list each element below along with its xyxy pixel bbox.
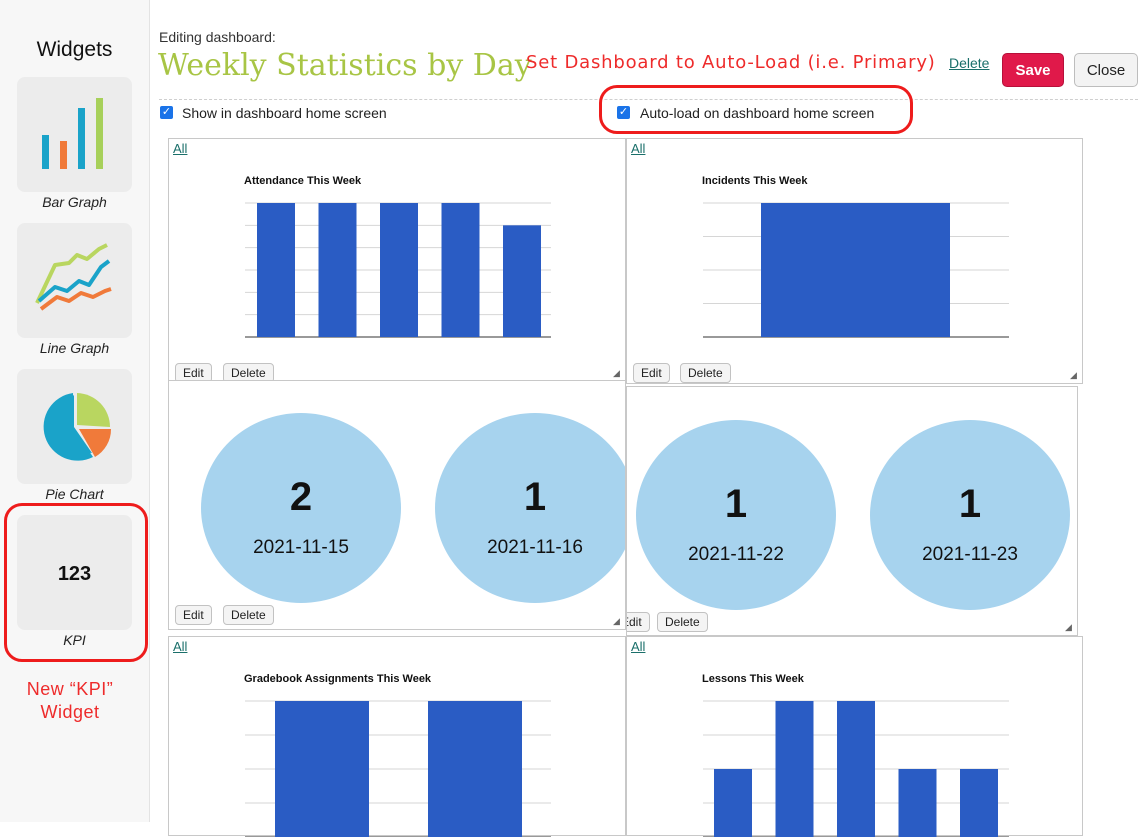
lessons-chart: [703, 700, 1009, 837]
chart-bar: [960, 769, 998, 837]
incidents-edit-button[interactable]: Edit: [633, 363, 670, 383]
bar-graph-icon: [42, 98, 103, 169]
kpi-circle: 1 2021-11-22: [636, 420, 836, 610]
widgets-title: Widgets: [36, 38, 113, 61]
kpi-date: 2021-11-15: [253, 537, 349, 558]
kpi-widget[interactable]: 123: [17, 515, 132, 630]
kpi-left-delete-button[interactable]: Delete: [223, 605, 274, 625]
delete-dashboard-link[interactable]: Delete: [949, 55, 990, 71]
attendance-all-link[interactable]: All: [173, 141, 188, 156]
incidents-all-link[interactable]: All: [631, 141, 646, 156]
pie-chart-label: Pie Chart: [45, 486, 104, 502]
chart-bar: [837, 701, 875, 837]
gradebook-chart: [245, 700, 551, 837]
line-graph-widget[interactable]: [17, 223, 132, 338]
line-graph-label: Line Graph: [39, 340, 110, 356]
resize-handle-icon[interactable]: ◢: [1065, 622, 1072, 632]
kpi-left-edit-button[interactable]: Edit: [175, 605, 212, 625]
resize-handle-icon[interactable]: ◢: [613, 616, 620, 626]
kpi-right-delete-button[interactable]: Delete: [657, 612, 708, 632]
lessons-panel: All Lessons This Week: [626, 636, 1083, 837]
kpi-label: KPI: [63, 632, 86, 648]
chart-bar: [428, 701, 522, 837]
kpi-value: 1: [523, 475, 547, 519]
chart-bar: [380, 203, 418, 337]
pie-chart-widget[interactable]: [17, 369, 132, 484]
editing-label: Editing dashboard:: [159, 29, 276, 45]
chart-bar: [714, 769, 752, 837]
line-graph-icon: [35, 243, 112, 311]
kpi-date: 2021-11-16: [487, 537, 583, 558]
gradebook-panel: All Gradebook Assignments This Week: [168, 636, 626, 837]
attendance-chart-title: Attendance This Week: [244, 175, 362, 187]
autoload-annotation: Set Dashboard to Auto-Load (i.e. Primary…: [526, 52, 936, 73]
close-button[interactable]: Close: [1074, 53, 1138, 87]
kpi-date: 2021-11-22: [688, 544, 784, 565]
header-divider: [159, 99, 1138, 100]
save-button[interactable]: Save: [1002, 53, 1064, 87]
kpi-circle: 2 2021-11-15: [201, 413, 401, 603]
chart-bar: [761, 203, 950, 337]
resize-handle-icon[interactable]: ◢: [1070, 370, 1077, 380]
bar-graph-widget[interactable]: [17, 77, 132, 192]
pie-chart-icon: [43, 393, 112, 461]
kpi-value: 2: [289, 475, 313, 519]
kpi-circle: 1 2021-11-16: [435, 413, 625, 603]
autoload-highlight-annotation: [599, 85, 913, 134]
kpi-panel-left: 2 2021-11-15 1 2021-11-16 Edit Delete ◢: [168, 380, 626, 630]
gradebook-all-link[interactable]: All: [173, 639, 188, 654]
incidents-delete-button[interactable]: Delete: [680, 363, 731, 383]
lessons-all-link[interactable]: All: [631, 639, 646, 654]
chart-bar: [257, 203, 295, 337]
kpi-note-line1: New “KPI”: [26, 679, 114, 699]
chart-bar: [275, 701, 369, 837]
attendance-delete-button[interactable]: Delete: [223, 363, 274, 383]
chart-bar: [503, 225, 541, 337]
kpi-value: 1: [958, 482, 982, 526]
bar-graph-label: Bar Graph: [42, 194, 107, 210]
lessons-chart-title: Lessons This Week: [702, 673, 804, 685]
kpi-panel-right: 1 2021-11-22 1 2021-11-23 Edit Delete ◢: [626, 386, 1078, 636]
show-in-home-checkbox[interactable]: ✓: [160, 106, 173, 119]
autoload-label: Auto-load on dashboard home screen: [640, 105, 875, 121]
incidents-panel: All Incidents This Week Edit Delete ◢: [626, 138, 1083, 384]
incidents-chart-title: Incidents This Week: [702, 175, 808, 187]
kpi-value: 1: [724, 482, 748, 526]
show-in-home-label: Show in dashboard home screen: [182, 105, 387, 121]
autoload-checkbox[interactable]: ✓: [617, 106, 630, 119]
chart-bar: [775, 701, 814, 837]
chart-bar: [898, 769, 937, 837]
attendance-chart: [245, 202, 551, 338]
chart-bar: [441, 203, 480, 337]
dashboard-title: Weekly Statistics by Day: [158, 48, 532, 83]
kpi-right-edit-button[interactable]: Edit: [627, 612, 650, 632]
chart-bar: [318, 203, 357, 337]
kpi-icon: 123: [57, 563, 92, 585]
kpi-circle: 1 2021-11-23: [870, 420, 1070, 610]
kpi-highlight-annotation: [4, 503, 148, 662]
attendance-panel: All Attendance This Week Edit Delete ◢: [168, 138, 626, 383]
incidents-chart: [703, 202, 1009, 338]
kpi-note-line2: Widget: [40, 702, 100, 722]
widgets-sidebar: Widgets Bar Graph Line Graph Pie Chart 1…: [0, 0, 150, 822]
resize-handle-icon[interactable]: ◢: [613, 368, 620, 378]
gradebook-chart-title: Gradebook Assignments This Week: [244, 673, 432, 685]
kpi-date: 2021-11-23: [922, 544, 1018, 565]
